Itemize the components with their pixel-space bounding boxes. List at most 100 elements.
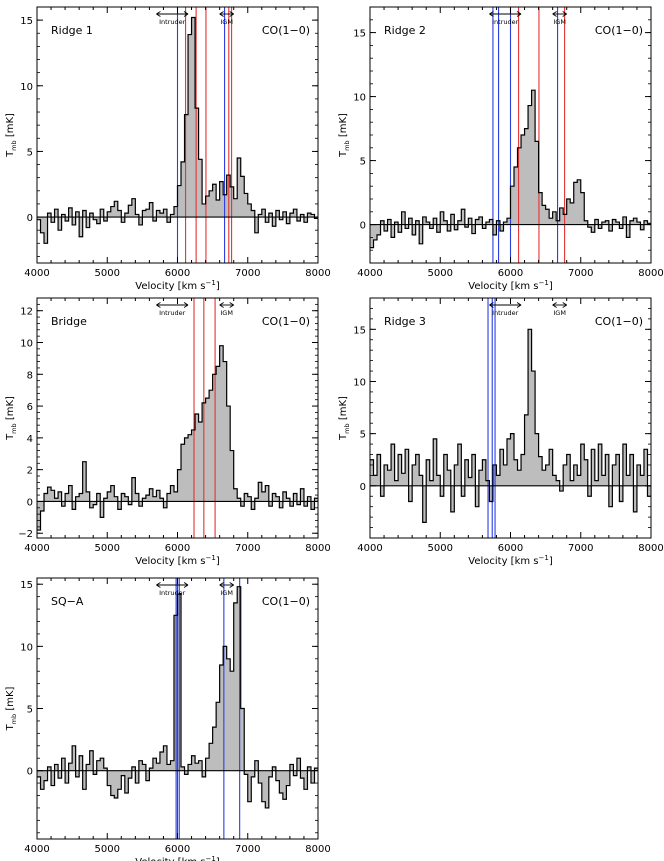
y-axis-label-subscript: mb: [10, 140, 18, 150]
arrow-head-left: [156, 582, 161, 588]
y-tick-label: 4: [27, 434, 33, 445]
plot-area: [370, 298, 651, 538]
line-label: CO(1−0): [595, 24, 643, 37]
panel-2: 4000 5000 6000 7000 8000 0 5 10 15 Velocity [km s…: [338, 6, 664, 292]
arrow-head-right: [183, 11, 189, 17]
line-label: CO(1−0): [262, 24, 310, 37]
x-axis-label-end: ]: [216, 857, 220, 861]
x-axis-label-exponent: −1: [206, 554, 216, 562]
y-axis-label-subscript: mb: [10, 714, 18, 724]
panel-title: Ridge 2: [384, 24, 426, 37]
x-axis-label: Velocity [km s−1]: [468, 554, 553, 567]
range-arrow-intruder: Intruder: [156, 302, 189, 317]
y-tick-label: 6: [27, 402, 33, 413]
panel-4: 4000 5000 6000 7000 8000 0 5 10 15 Velocity [km s…: [338, 297, 664, 567]
arrow-label: IGM: [553, 309, 566, 317]
arrow-head-left: [219, 11, 224, 17]
arrow-head-right: [516, 302, 522, 308]
arrow-label: IGM: [553, 18, 566, 26]
x-axis-label: Velocity [km s−1]: [135, 279, 220, 292]
arrow-head-left: [552, 302, 557, 308]
y-axis-label-unit: [mK]: [5, 113, 16, 140]
line-label: CO(1−0): [262, 315, 310, 328]
arrow-head-right: [229, 302, 234, 308]
y-tick-label: 8: [27, 370, 33, 381]
x-tick-label: 8000: [305, 844, 330, 855]
y-tick-label: 15: [20, 580, 33, 591]
x-axis-label-end: ]: [216, 281, 220, 292]
x-axis-label: Velocity [km s−1]: [468, 279, 553, 292]
x-tick-label: 4000: [24, 268, 49, 279]
y-axis-label: Tmb [mK]: [5, 686, 18, 731]
x-tick-label: 5000: [95, 268, 120, 279]
y-tick-label: 15: [353, 325, 366, 336]
y-axis-label-subscript: mb: [343, 140, 351, 150]
y-tick-label: 0: [27, 213, 33, 224]
y-tick-label: 5: [360, 430, 366, 441]
arrow-head-left: [156, 11, 161, 17]
x-axis-label-end: ]: [216, 556, 220, 567]
arrow-head-left: [219, 302, 224, 308]
y-tick-label: 0: [360, 482, 366, 493]
line-label: CO(1−0): [262, 595, 310, 608]
y-tick-label: 0: [360, 221, 366, 232]
panel-title: SQ−A: [51, 595, 84, 608]
arrow-label: Intruder: [159, 589, 186, 597]
arrow-label: IGM: [220, 18, 233, 26]
panel-5: 4000 5000 6000 7000 8000 0 5 10 15 Velocity [km s…: [5, 577, 331, 861]
y-tick-label: 10: [353, 93, 366, 104]
y-tick-label: 0: [27, 767, 33, 778]
x-tick-label: 7000: [568, 268, 593, 279]
range-arrow-intruder: Intruder: [156, 582, 189, 597]
panel-title: Ridge 1: [51, 24, 93, 37]
y-axis-label: Tmb [mK]: [5, 396, 18, 441]
x-tick-label: 4000: [24, 543, 49, 554]
y-tick-label: 5: [27, 147, 33, 158]
range-arrow-igm: IGM: [219, 302, 234, 317]
plot-frame: [36, 297, 319, 539]
y-axis-label-unit: [mK]: [5, 686, 16, 713]
range-arrow-intruder: Intruder: [156, 11, 189, 26]
x-axis-label-exponent: −1: [206, 279, 216, 287]
spectrum-fill: [37, 345, 318, 531]
arrow-label: Intruder: [492, 309, 519, 317]
panel-3: 4000 5000 6000 7000 8000 −2 0 2 4 6 8 10 12 Velocity …: [5, 297, 331, 567]
spectrum-line: [37, 16, 318, 244]
x-tick-label: 6000: [165, 268, 190, 279]
y-tick-label: 0: [27, 497, 33, 508]
arrow-label: Intruder: [492, 18, 519, 26]
arrow-head-right: [229, 582, 234, 588]
x-tick-label: 6000: [165, 844, 190, 855]
arrow-head-left: [552, 11, 557, 17]
x-tick-label: 7000: [568, 543, 593, 554]
panel-1: 4000 5000 6000 7000 8000 0 5 10 15 Velocity [km s…: [5, 6, 331, 292]
range-arrow-igm: IGM: [219, 582, 234, 597]
x-tick-label: 7000: [235, 844, 260, 855]
x-tick-label: 7000: [235, 268, 260, 279]
x-tick-label: 4000: [357, 268, 382, 279]
y-axis-label: Tmb [mK]: [338, 396, 351, 441]
spectrum-line: [370, 328, 651, 523]
arrow-head-left: [156, 302, 161, 308]
x-tick-label: 5000: [95, 844, 120, 855]
arrow-head-left: [489, 302, 494, 308]
arrow-label: IGM: [220, 589, 233, 597]
y-axis-label-subscript: mb: [10, 423, 18, 433]
x-tick-label: 5000: [428, 543, 453, 554]
y-tick-label: 10: [20, 339, 33, 350]
range-arrow-igm: IGM: [219, 11, 234, 26]
x-tick-label: 5000: [95, 543, 120, 554]
range-arrow-igm: IGM: [552, 302, 567, 317]
x-tick-label: 6000: [498, 543, 523, 554]
y-axis-label-unit: [mK]: [5, 396, 16, 423]
range-arrow-intruder: Intruder: [489, 11, 522, 26]
spectrum-line: [37, 345, 318, 531]
plot-area: [37, 298, 318, 538]
x-tick-label: 4000: [357, 543, 382, 554]
x-tick-label: 8000: [638, 543, 663, 554]
y-axis-label-unit: [mK]: [338, 113, 349, 140]
plot-area: [370, 7, 651, 263]
arrow-head-right: [516, 11, 522, 17]
y-tick-label: 5: [360, 157, 366, 168]
